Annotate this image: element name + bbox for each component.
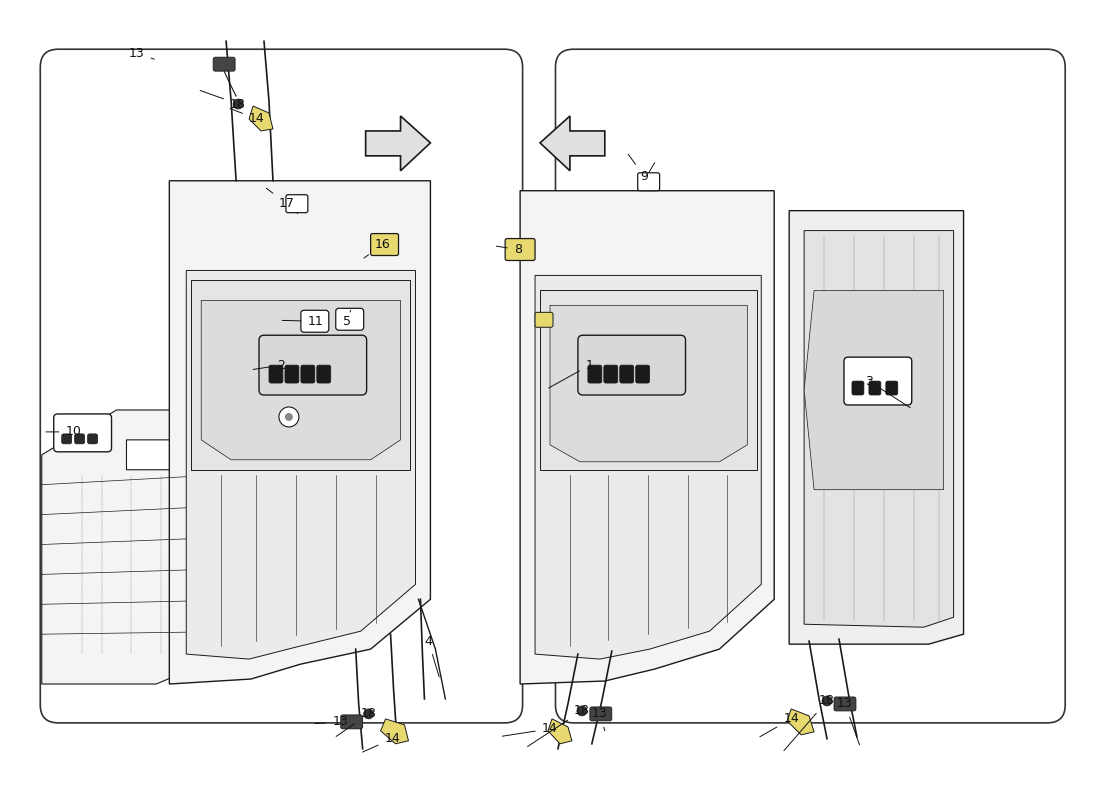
Text: 13: 13	[315, 715, 349, 728]
FancyBboxPatch shape	[590, 707, 612, 721]
Text: 9: 9	[628, 154, 649, 183]
Polygon shape	[789, 210, 964, 644]
Text: europ: europ	[641, 269, 997, 491]
Polygon shape	[201, 300, 400, 460]
Polygon shape	[169, 181, 430, 684]
Text: 18: 18	[200, 90, 246, 110]
FancyBboxPatch shape	[619, 365, 634, 383]
FancyBboxPatch shape	[270, 365, 283, 383]
Text: 16: 16	[364, 238, 390, 258]
Text: ares: ares	[752, 370, 1045, 570]
Polygon shape	[381, 719, 408, 744]
FancyBboxPatch shape	[301, 310, 329, 332]
Text: 18: 18	[337, 707, 376, 737]
FancyBboxPatch shape	[317, 365, 331, 383]
Polygon shape	[191, 281, 410, 470]
Text: 14: 14	[760, 712, 799, 737]
FancyBboxPatch shape	[258, 335, 366, 395]
FancyBboxPatch shape	[535, 312, 553, 327]
FancyBboxPatch shape	[851, 381, 864, 395]
Text: 2: 2	[253, 358, 285, 372]
Text: 14: 14	[230, 109, 265, 126]
Text: 13: 13	[837, 698, 859, 745]
FancyBboxPatch shape	[371, 234, 398, 255]
Text: 3: 3	[865, 374, 910, 408]
Polygon shape	[540, 290, 757, 470]
Circle shape	[233, 99, 243, 109]
Polygon shape	[804, 230, 954, 627]
FancyBboxPatch shape	[638, 173, 660, 190]
FancyBboxPatch shape	[886, 381, 898, 395]
FancyBboxPatch shape	[75, 434, 85, 444]
Text: 14: 14	[363, 732, 400, 752]
Polygon shape	[249, 106, 273, 131]
Text: 10: 10	[46, 426, 81, 438]
Text: 18: 18	[784, 694, 835, 750]
Text: a passion for parts since 1985: a passion for parts since 1985	[689, 515, 969, 643]
FancyBboxPatch shape	[869, 381, 881, 395]
Polygon shape	[365, 116, 430, 170]
Text: 13: 13	[592, 707, 607, 731]
Text: 5: 5	[343, 310, 351, 328]
FancyBboxPatch shape	[301, 365, 315, 383]
Text: 11: 11	[282, 314, 323, 328]
Polygon shape	[186, 270, 416, 659]
FancyBboxPatch shape	[556, 50, 1065, 723]
Polygon shape	[804, 290, 944, 490]
Text: 14: 14	[503, 722, 558, 736]
Circle shape	[576, 706, 587, 716]
FancyBboxPatch shape	[505, 238, 535, 261]
FancyBboxPatch shape	[604, 365, 618, 383]
Polygon shape	[550, 306, 747, 462]
Text: 13: 13	[129, 46, 154, 60]
Circle shape	[822, 696, 832, 706]
FancyBboxPatch shape	[834, 697, 856, 711]
Circle shape	[285, 413, 293, 421]
Polygon shape	[540, 116, 605, 170]
Polygon shape	[42, 410, 231, 684]
FancyBboxPatch shape	[587, 365, 602, 383]
Text: 1: 1	[549, 358, 594, 388]
FancyBboxPatch shape	[286, 194, 308, 213]
Text: 4: 4	[425, 634, 439, 677]
FancyBboxPatch shape	[844, 357, 912, 405]
FancyBboxPatch shape	[41, 50, 522, 723]
FancyBboxPatch shape	[54, 414, 111, 452]
FancyBboxPatch shape	[62, 434, 72, 444]
FancyBboxPatch shape	[578, 335, 685, 395]
Polygon shape	[788, 709, 814, 735]
FancyBboxPatch shape	[213, 57, 235, 71]
FancyBboxPatch shape	[336, 308, 364, 330]
Circle shape	[364, 709, 374, 719]
FancyBboxPatch shape	[636, 365, 650, 383]
FancyBboxPatch shape	[285, 365, 299, 383]
Polygon shape	[548, 719, 572, 744]
Text: 18: 18	[528, 705, 590, 746]
Circle shape	[279, 407, 299, 427]
FancyBboxPatch shape	[341, 715, 363, 729]
Text: 17: 17	[266, 188, 295, 210]
Polygon shape	[520, 190, 774, 684]
FancyBboxPatch shape	[88, 434, 98, 444]
Text: 8: 8	[496, 243, 522, 256]
Polygon shape	[535, 275, 761, 659]
